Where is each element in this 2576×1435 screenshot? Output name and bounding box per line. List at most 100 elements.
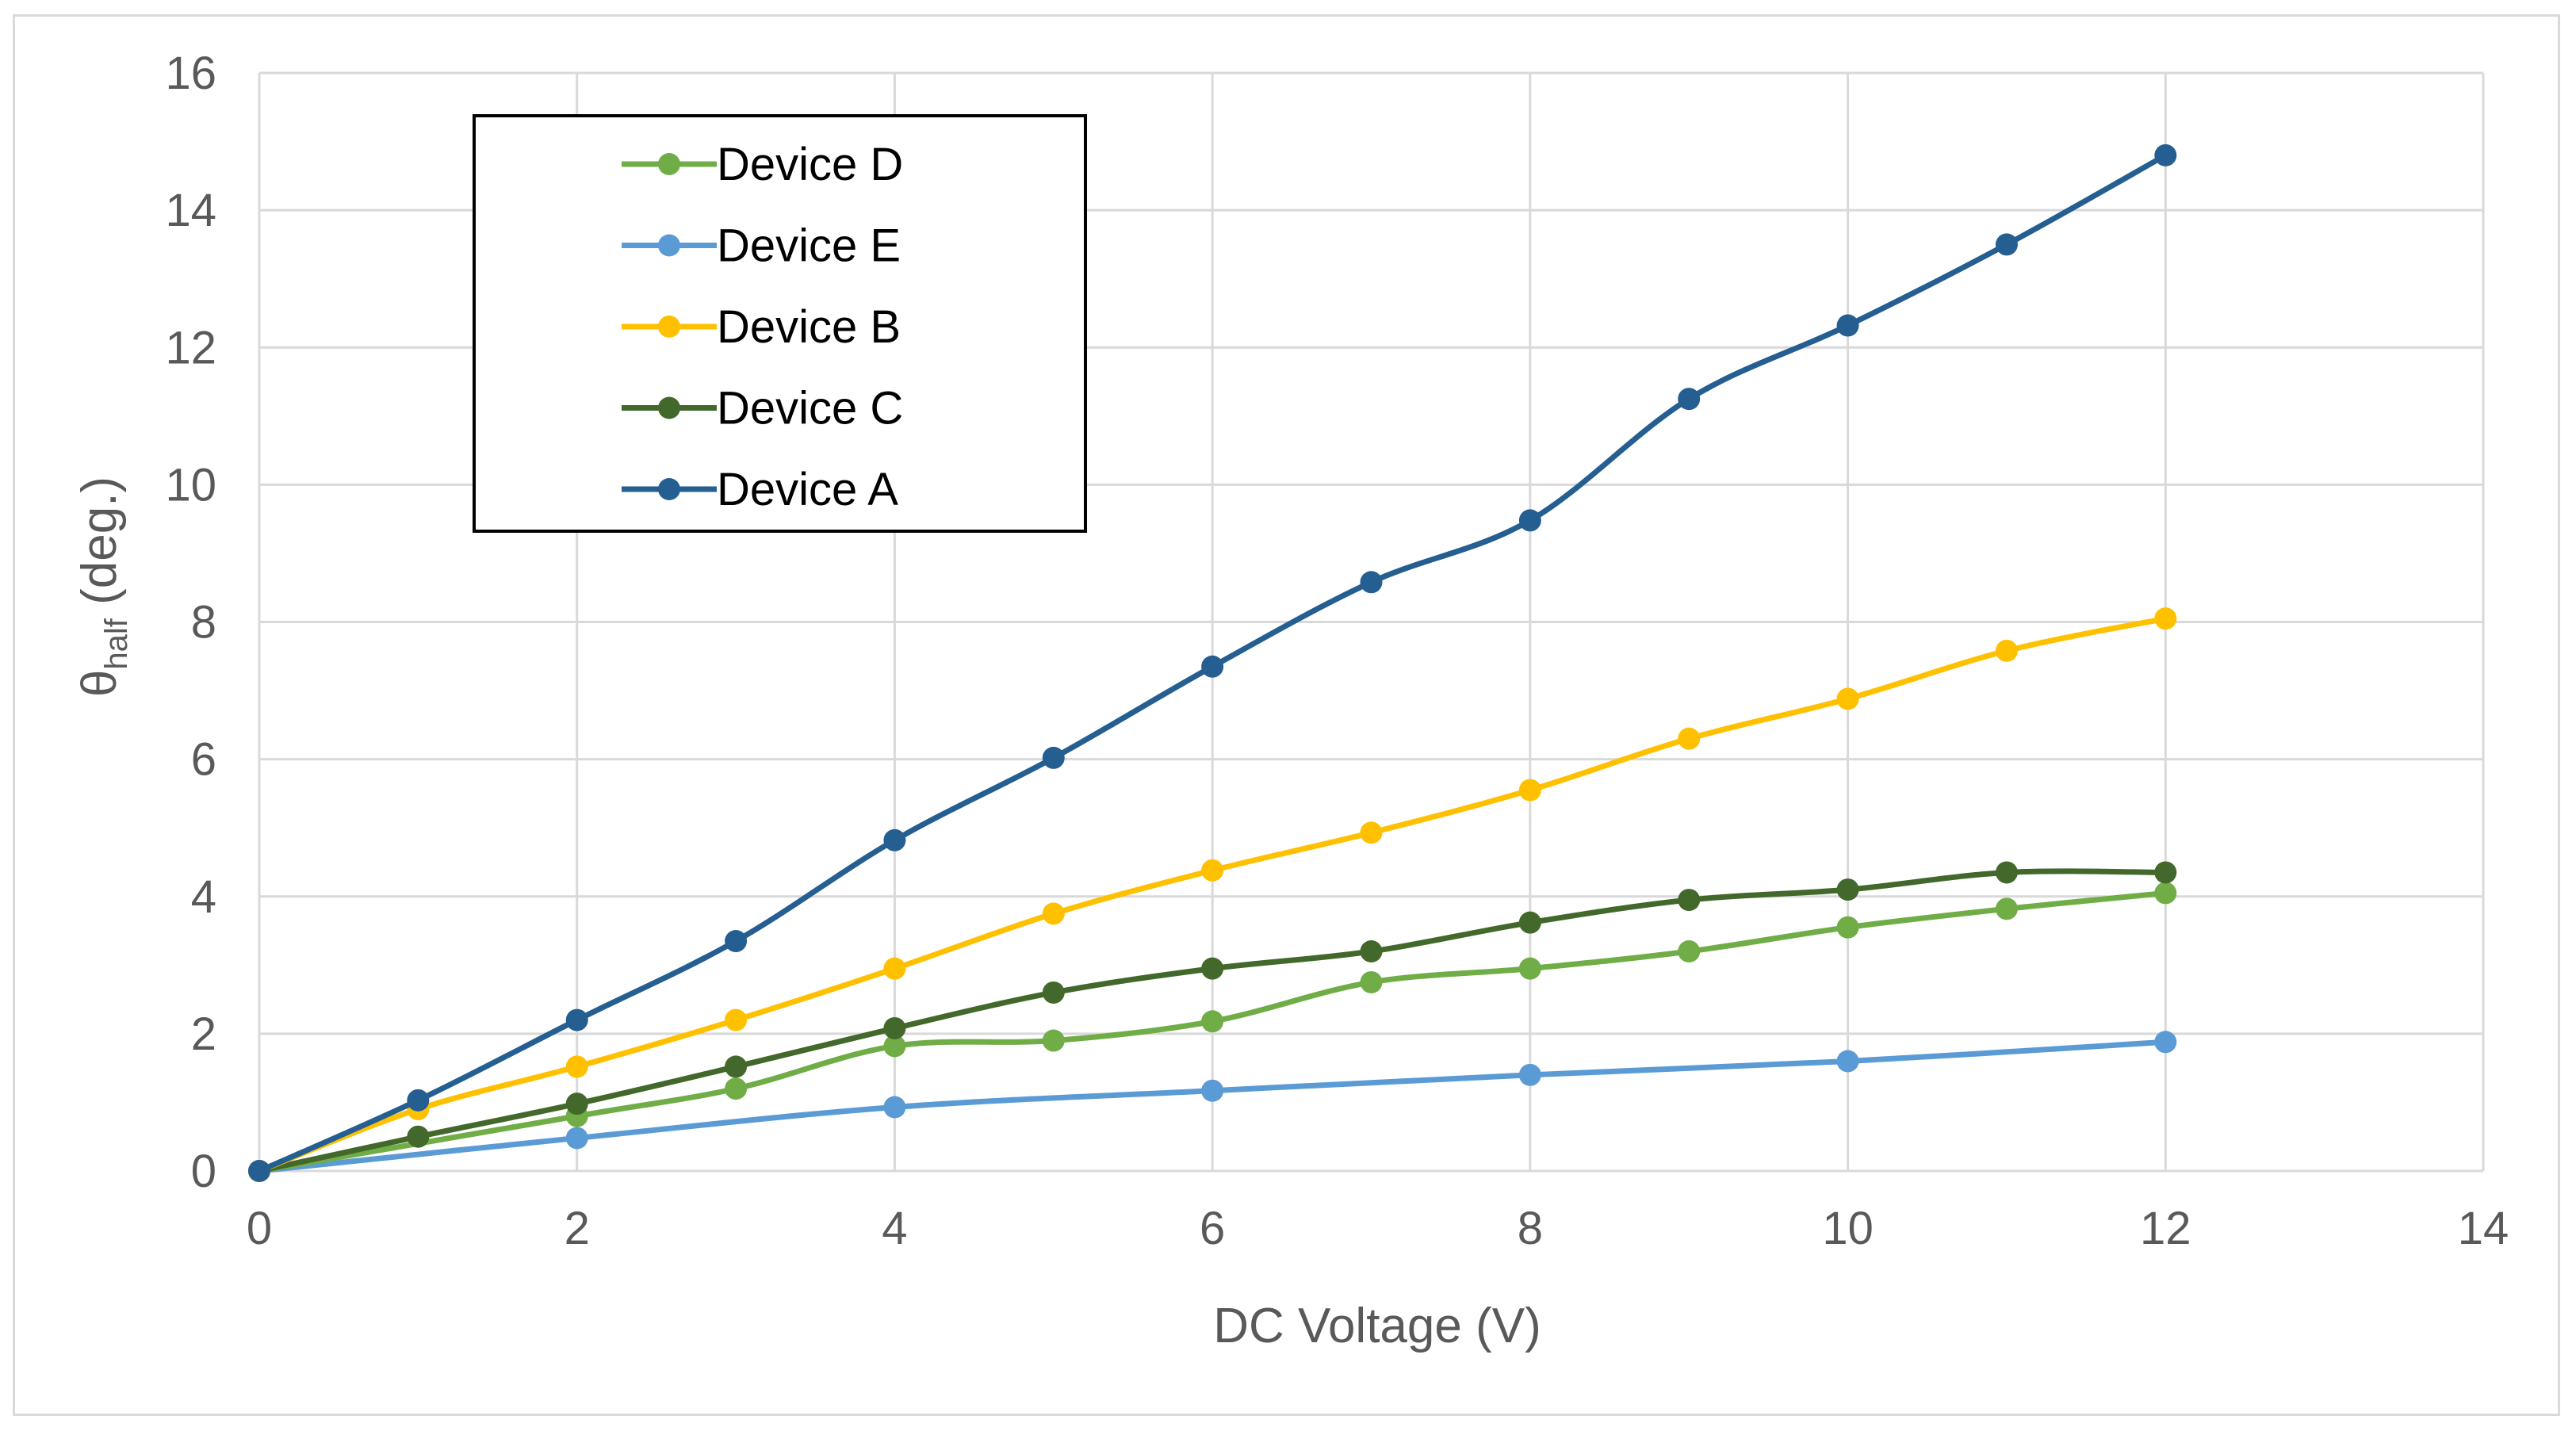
data-point-device-a bbox=[883, 828, 906, 851]
data-point-device-c bbox=[1518, 911, 1541, 934]
data-point-device-c bbox=[1678, 889, 1701, 912]
series-layer bbox=[248, 144, 2177, 1182]
legend-swatch-marker bbox=[658, 316, 680, 338]
data-point-device-e bbox=[565, 1127, 588, 1150]
y-axis-title-suffix: (deg.) bbox=[72, 476, 127, 618]
legend-label: Device A bbox=[717, 464, 898, 515]
axes bbox=[258, 73, 2483, 1173]
y-tick-label: 4 bbox=[191, 871, 216, 923]
data-point-device-a bbox=[725, 930, 748, 953]
data-point-device-d bbox=[1201, 1010, 1224, 1033]
data-point-device-c bbox=[2154, 861, 2177, 884]
data-point-device-e bbox=[1518, 1063, 1541, 1086]
data-point-device-b bbox=[1995, 639, 2018, 662]
x-tick-label: 10 bbox=[1822, 1203, 1874, 1254]
data-point-device-a bbox=[2154, 144, 2177, 166]
data-point-device-e bbox=[2154, 1031, 2177, 1054]
x-tick-label: 0 bbox=[247, 1203, 272, 1254]
data-point-device-d bbox=[883, 1035, 906, 1058]
series-device-d bbox=[248, 882, 2177, 1182]
y-tick-label: 0 bbox=[191, 1146, 216, 1197]
data-point-device-a bbox=[1042, 746, 1065, 769]
data-point-device-e bbox=[883, 1096, 906, 1119]
legend-item-device-b: Device B bbox=[622, 301, 901, 353]
data-point-device-b bbox=[1836, 687, 1859, 710]
data-point-device-e bbox=[1201, 1079, 1224, 1102]
data-point-device-c bbox=[1360, 940, 1383, 962]
data-point-device-b bbox=[883, 957, 906, 980]
y-tick-label: 6 bbox=[191, 734, 216, 786]
data-point-device-b bbox=[565, 1055, 588, 1078]
data-point-device-a bbox=[248, 1160, 270, 1182]
chart-frame bbox=[13, 14, 2560, 1416]
legend-label: Device B bbox=[717, 301, 901, 353]
data-point-device-c bbox=[1042, 981, 1065, 1004]
x-axis-title: DC Voltage (V) bbox=[1213, 1299, 1541, 1353]
data-point-device-c bbox=[1201, 957, 1224, 980]
x-tick-label: 12 bbox=[2140, 1203, 2191, 1254]
data-point-device-d bbox=[1678, 940, 1701, 962]
legend: Device D Device E Device B Device C Device A bbox=[473, 114, 1087, 533]
data-point-device-b bbox=[725, 1008, 748, 1031]
series-device-a bbox=[248, 144, 2177, 1182]
legend-swatch-marker bbox=[658, 396, 680, 419]
data-point-device-d bbox=[1836, 916, 1859, 939]
y-axis-title: θhalf (deg.) bbox=[72, 476, 134, 697]
legend-item-device-c: Device C bbox=[622, 383, 903, 434]
data-point-device-b bbox=[1042, 902, 1065, 925]
legend-label: Device C bbox=[717, 383, 903, 434]
x-tick-label: 6 bbox=[1200, 1203, 1225, 1254]
series-device-e bbox=[248, 1031, 2177, 1182]
legend-box bbox=[473, 114, 1087, 533]
y-tick-label: 12 bbox=[165, 322, 216, 373]
data-point-device-c bbox=[407, 1125, 430, 1148]
x-tick-label: 2 bbox=[565, 1203, 590, 1254]
legend-label: Device E bbox=[717, 220, 901, 272]
data-point-device-b bbox=[1518, 779, 1541, 802]
data-point-device-b bbox=[1678, 727, 1701, 750]
x-tick-label: 4 bbox=[882, 1203, 907, 1254]
y-tick-label: 2 bbox=[191, 1008, 216, 1060]
y-tick-label: 16 bbox=[165, 48, 216, 99]
data-point-device-b bbox=[2154, 607, 2177, 630]
data-point-device-a bbox=[1518, 509, 1541, 532]
y-tick-label: 14 bbox=[165, 185, 216, 236]
data-point-device-d bbox=[725, 1077, 748, 1100]
data-point-device-a bbox=[407, 1089, 430, 1112]
tick-labels: 0 2 4 6 8 10 12 14 16 0 2 4 6 8 10 12 14 bbox=[165, 48, 2509, 1254]
data-point-device-c bbox=[565, 1093, 588, 1115]
legend-item-device-d: Device D bbox=[622, 139, 903, 190]
data-point-device-e bbox=[1836, 1050, 1859, 1073]
x-tick-label: 8 bbox=[1518, 1203, 1543, 1254]
data-point-device-a bbox=[1995, 233, 2018, 256]
data-point-device-c bbox=[1836, 878, 1859, 901]
data-point-device-a bbox=[565, 1008, 588, 1031]
data-point-device-a bbox=[1360, 571, 1383, 594]
y-axis-title-symbol: θ bbox=[72, 670, 127, 697]
y-tick-label: 8 bbox=[191, 597, 216, 649]
legend-swatch-marker bbox=[658, 234, 680, 257]
data-point-device-a bbox=[1678, 388, 1701, 411]
data-point-device-b bbox=[1360, 821, 1383, 844]
series-device-c bbox=[248, 861, 2177, 1182]
data-point-device-a bbox=[1836, 314, 1859, 337]
data-point-device-d bbox=[1360, 970, 1383, 993]
y-tick-label: 10 bbox=[165, 459, 216, 511]
data-point-device-a bbox=[1201, 655, 1224, 678]
legend-swatch-marker bbox=[658, 153, 680, 175]
legend-swatch-marker bbox=[658, 478, 680, 500]
data-point-device-c bbox=[725, 1055, 748, 1078]
data-point-device-d bbox=[1042, 1029, 1065, 1052]
data-point-device-d bbox=[2154, 882, 2177, 905]
legend-item-device-e: Device E bbox=[622, 220, 901, 272]
legend-item-device-a: Device A bbox=[622, 464, 898, 515]
data-point-device-d bbox=[1518, 957, 1541, 980]
legend-label: Device D bbox=[717, 139, 903, 190]
x-tick-label: 14 bbox=[2458, 1203, 2509, 1254]
y-axis-title-subscript: half bbox=[99, 618, 134, 669]
data-point-device-b bbox=[1201, 859, 1224, 882]
data-point-device-c bbox=[883, 1016, 906, 1039]
data-point-device-c bbox=[1995, 861, 2018, 884]
data-point-device-d bbox=[1995, 897, 2018, 920]
